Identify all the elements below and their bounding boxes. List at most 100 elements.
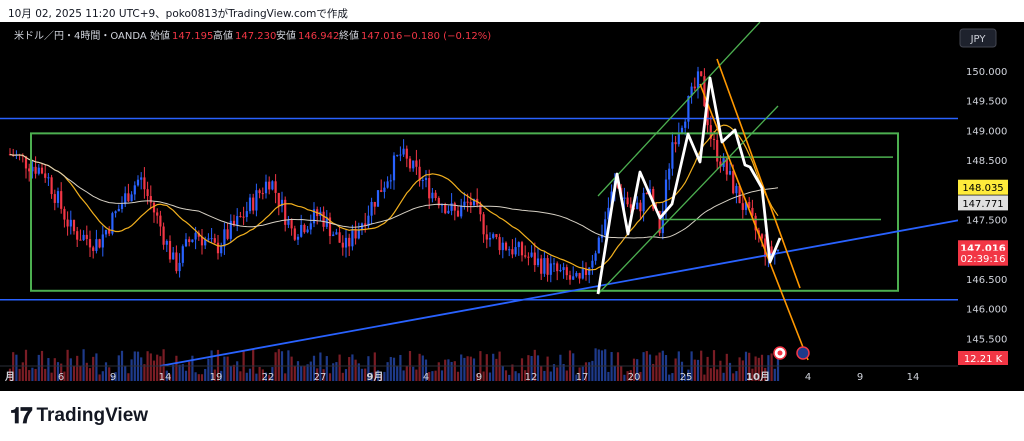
volume-bar <box>370 372 373 381</box>
chart-frame[interactable]: 150.000 149.500 149.000 148.500 147.500 146.5… <box>0 21 1024 391</box>
volume-bar <box>655 355 658 381</box>
tv-logo-icon: 𝟏𝟕 <box>10 403 33 429</box>
channel-upper <box>597 21 761 197</box>
candle-body <box>344 237 348 248</box>
rising-trendline <box>159 219 961 367</box>
time-tick-label: 9 <box>476 372 482 383</box>
candle-body <box>210 238 213 240</box>
candle-body <box>405 148 408 159</box>
volume-bar <box>76 355 79 381</box>
candle-body <box>751 207 754 216</box>
volume-bar <box>194 372 197 381</box>
candle-body <box>72 219 76 232</box>
volume-bar <box>18 368 21 381</box>
candle-body <box>732 171 735 194</box>
candle-body <box>648 188 652 194</box>
volume-bar <box>757 357 760 381</box>
volume-bar <box>719 360 722 381</box>
volume-bar <box>447 359 450 381</box>
volume-bar <box>213 369 216 381</box>
candle-body <box>258 190 261 194</box>
price-tick-label: 149.500 <box>966 97 1007 108</box>
volume-bar <box>389 356 392 381</box>
candle-body <box>440 204 444 206</box>
volume-bar <box>357 363 360 381</box>
legend-open: 147.195 <box>172 31 213 42</box>
volume-bar <box>47 358 50 381</box>
volume-bar <box>220 370 223 381</box>
volume-bar <box>751 368 754 381</box>
volume-bar <box>453 361 456 381</box>
volume-bar <box>277 349 280 381</box>
volume-bar <box>562 364 565 381</box>
candle-body <box>533 252 536 266</box>
channel-line <box>699 83 809 361</box>
currency-button[interactable]: JPY <box>959 28 997 48</box>
volume-bar <box>108 367 111 381</box>
volume-bar <box>216 349 220 381</box>
volume-bar <box>549 371 552 381</box>
volume-bar <box>581 366 584 381</box>
volume-bar <box>754 356 757 381</box>
volume-bar <box>197 374 200 381</box>
volume-bar <box>418 353 421 381</box>
candle-body <box>728 171 732 175</box>
candle-body <box>626 197 629 205</box>
candle-body <box>255 190 258 211</box>
candle-body <box>383 187 386 192</box>
candle-body <box>671 142 674 169</box>
time-tick-label: 4 <box>805 372 811 383</box>
candle-body <box>287 219 290 225</box>
candle-body <box>629 204 632 208</box>
volume-bar <box>290 356 293 381</box>
volume-bar <box>444 359 447 381</box>
volume-bar <box>392 357 396 381</box>
time-tick-label: 6 <box>58 372 64 383</box>
volume-bar <box>501 365 504 381</box>
volume-bar <box>696 359 700 381</box>
candle-body <box>245 211 248 218</box>
volume-bar <box>613 365 616 381</box>
candle-body <box>696 71 700 89</box>
candle-body <box>50 177 53 195</box>
volume-bar <box>373 352 376 381</box>
volume-badge <box>958 351 1008 365</box>
volume-bar <box>728 362 732 381</box>
volume-bar <box>204 368 207 381</box>
candle-body <box>453 203 456 211</box>
candle-body <box>207 238 210 240</box>
volume-bar <box>82 349 85 381</box>
candle-body <box>572 276 575 280</box>
candle-body <box>700 71 703 77</box>
candle-body <box>690 86 693 96</box>
volume-bar <box>578 367 581 381</box>
tradingview-logo: 𝟏𝟕 TradingView <box>10 402 148 430</box>
volume-bar <box>165 370 168 381</box>
volume-bar <box>738 357 741 381</box>
volume-bar <box>226 356 229 381</box>
price-label-badge <box>958 179 1008 195</box>
volume-bar <box>8 368 12 381</box>
candle-body <box>408 158 412 169</box>
candle-body <box>677 132 680 145</box>
candle-body <box>594 253 597 261</box>
volume-bar <box>348 357 351 381</box>
candle-body <box>104 230 108 235</box>
time-tick-label: 9月 <box>367 371 384 383</box>
candle-body <box>552 263 556 265</box>
volume-bar <box>367 356 370 381</box>
volume-bar <box>261 369 264 381</box>
volume-bar <box>664 355 668 381</box>
candle-body <box>536 258 540 266</box>
candle-body <box>82 234 85 241</box>
volume-bar <box>591 360 594 381</box>
price-chart[interactable]: 150.000 149.500 149.000 148.500 147.500 146.5… <box>0 21 1024 391</box>
currency-label[interactable]: JPY <box>970 34 987 45</box>
candle-body <box>488 237 492 240</box>
candle-body <box>376 190 380 207</box>
candle-body <box>492 234 495 238</box>
candle-body <box>760 234 764 239</box>
volume-bar <box>424 359 428 381</box>
candle-body <box>485 234 488 240</box>
candle-body <box>466 201 469 203</box>
